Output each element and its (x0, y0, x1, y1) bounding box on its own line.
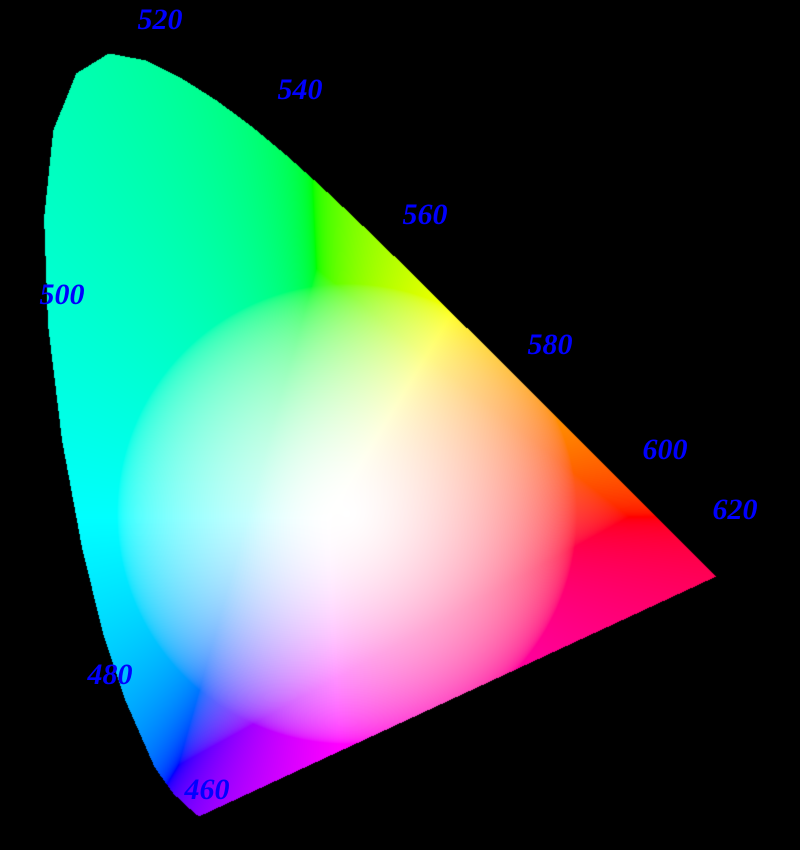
wavelength-label-560: 560 (403, 198, 448, 232)
wavelength-label-540: 540 (278, 73, 323, 107)
wavelength-label-460: 460 (185, 773, 230, 807)
wavelength-label-520: 520 (138, 3, 183, 37)
wavelength-label-620: 620 (713, 493, 758, 527)
chromaticity-diagram: 520 540 560 580 600 620 500 480 460 (0, 0, 800, 850)
wavelength-label-480: 480 (88, 658, 133, 692)
wavelength-label-580: 580 (528, 328, 573, 362)
wavelength-label-600: 600 (643, 433, 688, 467)
chromaticity-canvas (0, 0, 800, 850)
wavelength-label-500: 500 (40, 278, 85, 312)
